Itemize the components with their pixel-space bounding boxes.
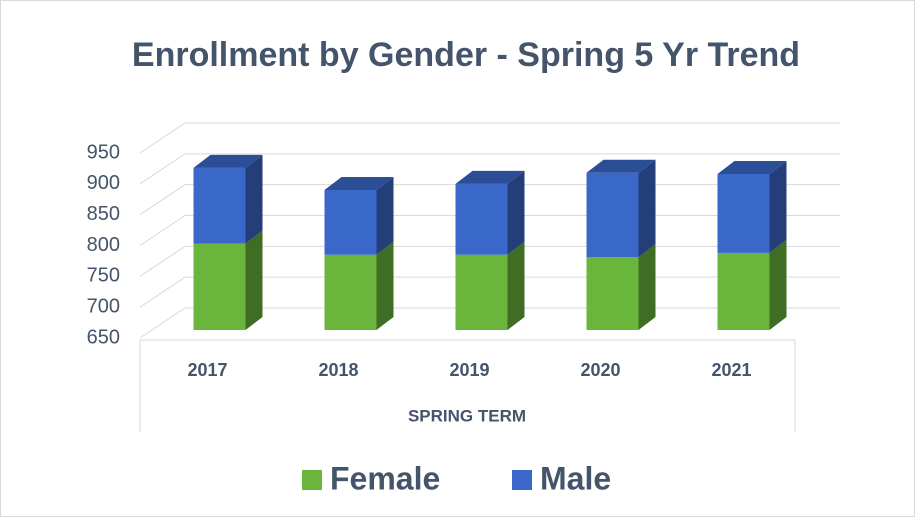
bar-front — [193, 243, 246, 330]
bar — [324, 177, 394, 255]
y-tick-label: 750 — [87, 265, 120, 287]
y-tick-label: 900 — [87, 172, 120, 194]
bar-side — [376, 177, 394, 255]
x-tick-label: 2019 — [449, 360, 489, 380]
bar-top — [586, 159, 656, 173]
bar-side — [769, 160, 787, 253]
bar-top — [324, 177, 394, 191]
x-tick-label: 2020 — [580, 360, 620, 380]
bar-front — [586, 172, 639, 258]
bar-front — [455, 183, 508, 255]
bar-front — [324, 190, 377, 255]
grid-line — [139, 122, 840, 154]
bar-front — [324, 254, 377, 330]
bar-side — [507, 241, 525, 330]
bar — [193, 230, 263, 330]
bar — [455, 170, 525, 255]
bar-top — [193, 154, 263, 168]
x-tick-label: 2017 — [187, 360, 227, 380]
bar — [586, 244, 656, 330]
bar — [717, 239, 787, 330]
x-axis-title: SPRING TERM — [408, 406, 526, 425]
bar — [586, 159, 656, 258]
bar-front — [717, 252, 770, 330]
legend-swatch — [512, 470, 532, 490]
bar-side — [245, 154, 263, 244]
bar-front — [717, 173, 770, 253]
bar-front — [193, 167, 246, 244]
bar-side — [376, 241, 394, 330]
y-tick-label: 800 — [87, 234, 120, 256]
bar — [193, 154, 263, 244]
bar — [455, 241, 525, 330]
legend-swatch — [302, 470, 322, 490]
grid-line — [139, 153, 840, 185]
y-tick-label: 650 — [87, 326, 120, 348]
y-tick-label: 950 — [87, 141, 120, 163]
bar-front — [455, 254, 508, 330]
bar-front — [586, 257, 639, 330]
y-tick-label: 850 — [87, 203, 120, 225]
bar — [717, 160, 787, 253]
chart-title: Enrollment by Gender - Spring 5 Yr Trend — [132, 36, 800, 74]
bar — [324, 241, 394, 330]
bar-top — [455, 170, 525, 184]
bar-side — [769, 239, 787, 330]
y-tick-label: 700 — [87, 295, 120, 317]
legend-label: Male — [540, 460, 611, 496]
bar-side — [245, 230, 263, 330]
bar-side — [507, 170, 525, 255]
bar-side — [638, 159, 656, 258]
bar-top — [717, 160, 787, 174]
bar-side — [638, 244, 656, 330]
x-tick-label: 2018 — [318, 360, 358, 380]
legend-label: Female — [330, 460, 440, 496]
x-tick-label: 2021 — [711, 360, 751, 380]
